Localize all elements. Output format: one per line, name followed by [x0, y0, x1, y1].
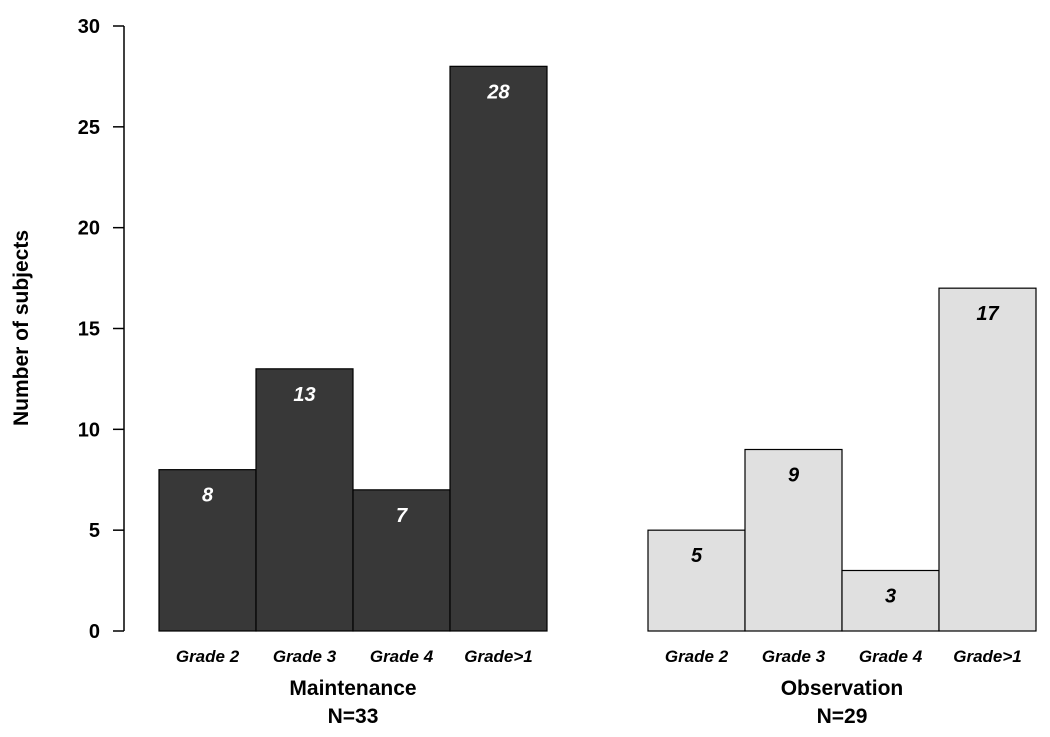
- bar-value-label: 7: [396, 505, 408, 527]
- bar-value-label: 28: [486, 81, 510, 103]
- bar-groups: 8 Grade 2 13 Grade 3 7 Grade 4 28 Grade>1 Mainte…: [158, 65, 1037, 728]
- bar-group-observation: 5 Grade 2 9 Grade 3 3 Grade 4 17 Grade>1 Observa…: [647, 287, 1037, 728]
- y-tick-label: 20: [78, 218, 100, 240]
- y-tick-label: 0: [89, 621, 100, 643]
- y-axis: 0 5 10 15 20 25 30: [78, 16, 125, 643]
- bar-group-maintenance: 8 Grade 2 13 Grade 3 7 Grade 4 28 Grade>1 Mainte…: [158, 65, 548, 728]
- bar: [744, 448, 843, 632]
- x-tick-label: Grade 3: [762, 647, 826, 666]
- y-tick-label: 30: [78, 16, 100, 38]
- x-tick-label: Grade 4: [859, 647, 923, 666]
- y-axis-label: Number of subjects: [10, 230, 33, 426]
- group-name-label: Observation: [781, 677, 904, 700]
- x-tick-label: Grade 3: [273, 647, 337, 666]
- y-tick-label: 5: [89, 520, 100, 542]
- x-tick-label: Grade 2: [176, 647, 240, 666]
- bar: [352, 489, 451, 632]
- group-n-label: N=29: [817, 705, 868, 728]
- bar-value-label: 3: [885, 586, 896, 608]
- x-tick-label: Grade>1: [464, 647, 533, 666]
- bar: [255, 368, 354, 632]
- bar-value-label: 17: [976, 303, 999, 325]
- bar-value-label: 9: [788, 465, 800, 487]
- bar: [158, 469, 257, 632]
- bar: [938, 287, 1037, 632]
- x-tick-label: Grade 2: [665, 647, 729, 666]
- x-tick-label: Grade 4: [370, 647, 434, 666]
- group-name-label: Maintenance: [289, 677, 416, 700]
- x-tick-label: Grade>1: [953, 647, 1022, 666]
- y-tick-label: 25: [78, 117, 100, 139]
- bar-value-label: 8: [202, 485, 214, 507]
- bar: [449, 65, 548, 632]
- bar-value-label: 13: [293, 384, 315, 406]
- bar-value-label: 5: [691, 545, 703, 567]
- y-tick-label: 10: [78, 419, 100, 441]
- group-n-label: N=33: [328, 705, 379, 728]
- y-tick-label: 15: [78, 319, 100, 341]
